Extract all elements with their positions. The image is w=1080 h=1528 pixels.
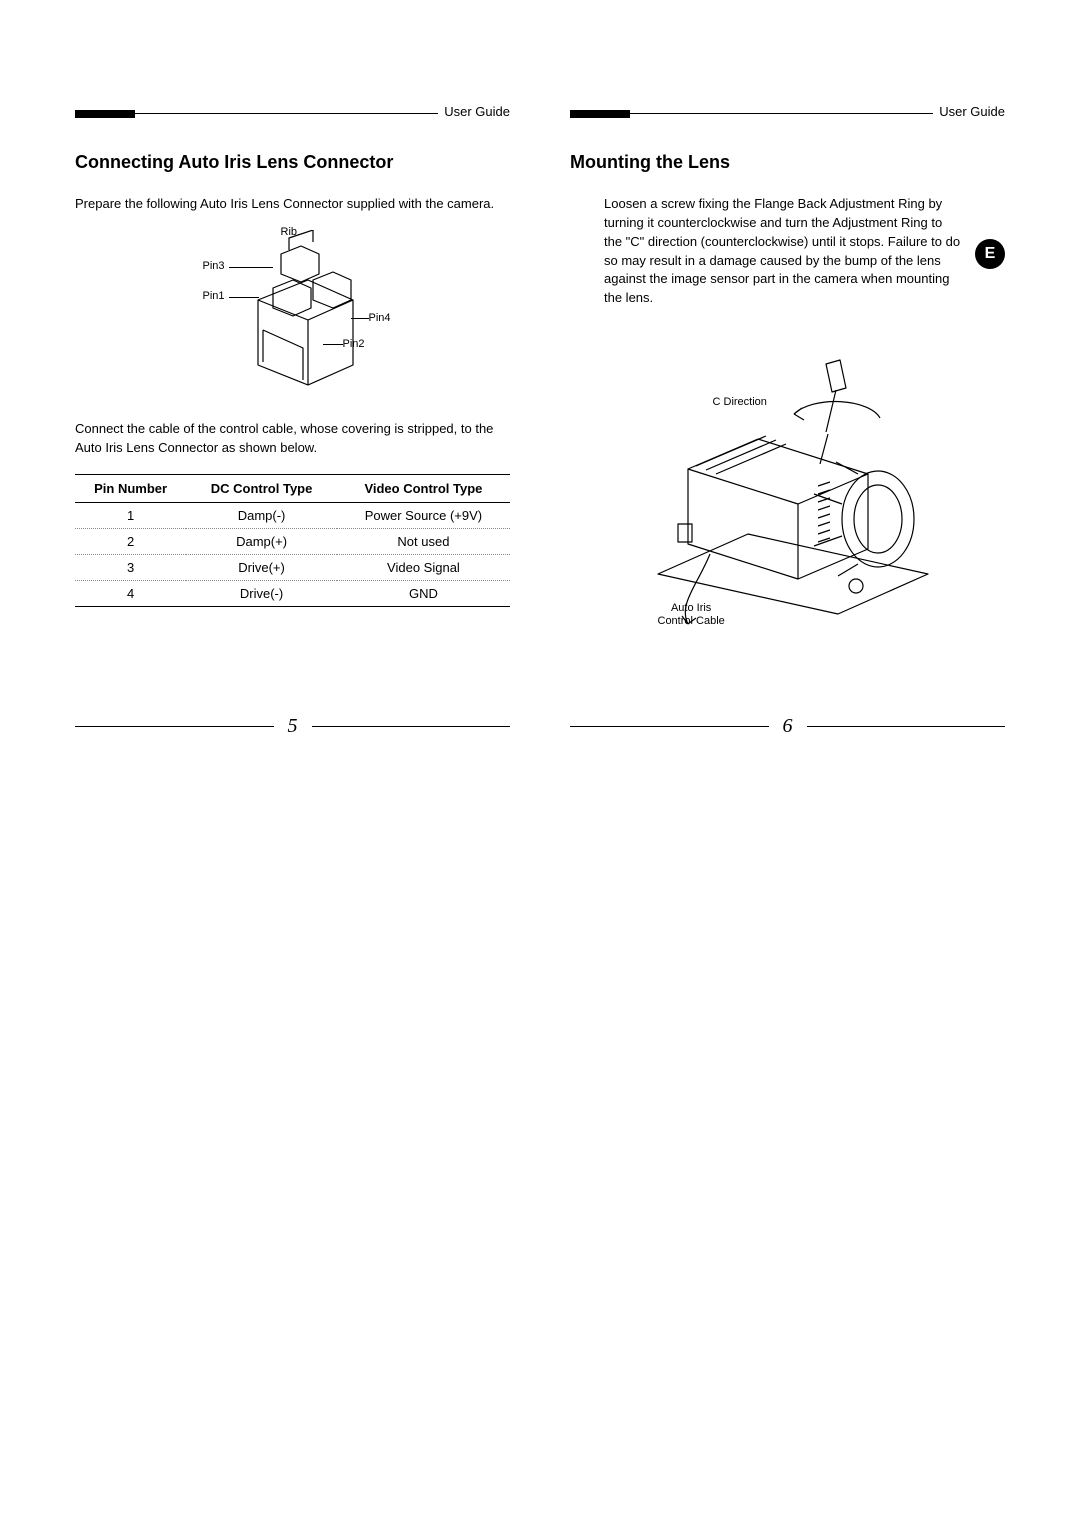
header-rule-left: User Guide [75, 110, 510, 124]
header-label-left: User Guide [438, 104, 510, 119]
e-badge-icon: E [975, 239, 1005, 269]
left-title: Connecting Auto Iris Lens Connector [75, 152, 510, 173]
footer-line [312, 726, 511, 727]
label-pin4: Pin4 [369, 312, 391, 324]
label-pin1: Pin1 [203, 290, 225, 302]
col-video-control: Video Control Type [337, 474, 510, 502]
page-number-right: 6 [769, 715, 807, 738]
footer-right: 6 [570, 715, 1005, 738]
camera-svg [618, 354, 958, 634]
page-left: User Guide Connecting Auto Iris Lens Con… [75, 110, 510, 634]
label-pin2: Pin2 [343, 338, 365, 350]
lead-pin4 [351, 318, 369, 319]
header-bar [570, 110, 630, 118]
lead-pin3 [229, 267, 273, 268]
lead-pin1 [229, 297, 259, 298]
camera-diagram: C Direction Auto Iris Control Cable [618, 354, 958, 634]
footer-left: 5 [75, 715, 510, 738]
label-pin3: Pin3 [203, 260, 225, 272]
page-right: User Guide Mounting the Lens Loosen a sc… [570, 110, 1005, 634]
table-row: 2 Damp(+) Not used [75, 528, 510, 554]
label-auto-iris: Auto Iris Control Cable [658, 602, 725, 628]
label-c-direction: C Direction [713, 396, 767, 409]
footer-line [75, 726, 274, 727]
header-bar [75, 110, 135, 118]
table-row: 4 Drive(-) GND [75, 580, 510, 606]
footer-line [807, 726, 1006, 727]
label-rib: Rib [281, 226, 298, 238]
right-text-block: Loosen a screw fixing the Flange Back Ad… [570, 195, 1005, 324]
col-dc-control: DC Control Type [186, 474, 337, 502]
col-pin-number: Pin Number [75, 474, 186, 502]
header-label-right: User Guide [933, 104, 1005, 119]
connector-diagram: Rib Pin3 Pin1 Pin4 Pin2 [163, 230, 423, 400]
table-row: 1 Damp(-) Power Source (+9V) [75, 502, 510, 528]
table-header-row: Pin Number DC Control Type Video Control… [75, 474, 510, 502]
pin-table: Pin Number DC Control Type Video Control… [75, 474, 510, 607]
footer-area: 5 6 [75, 715, 1005, 738]
left-intro: Prepare the following Auto Iris Lens Con… [75, 195, 510, 214]
two-page-spread: User Guide Connecting Auto Iris Lens Con… [0, 0, 1080, 634]
footer-line [570, 726, 769, 727]
table-row: 3 Drive(+) Video Signal [75, 554, 510, 580]
header-rule-right: User Guide [570, 110, 1005, 124]
left-cable-text: Connect the cable of the control cable, … [75, 420, 510, 458]
right-body-text: Loosen a screw fixing the Flange Back Ad… [604, 195, 963, 308]
lead-pin2 [323, 344, 343, 345]
right-title: Mounting the Lens [570, 152, 1005, 173]
page-number-left: 5 [274, 715, 312, 738]
